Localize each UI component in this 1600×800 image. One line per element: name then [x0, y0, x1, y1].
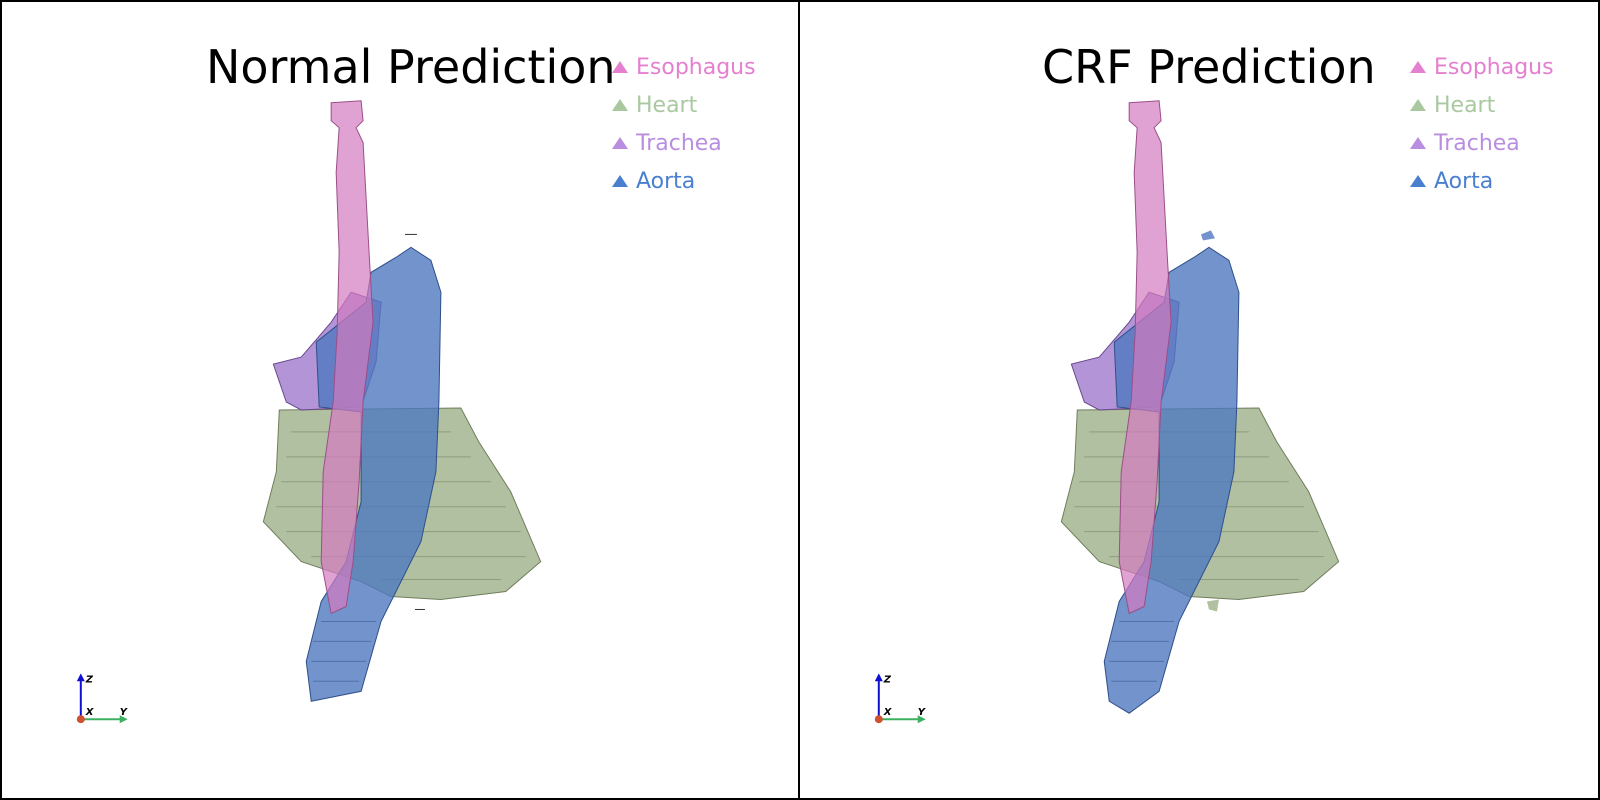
legend: Esophagus Heart Trachea Aorta — [1410, 48, 1554, 200]
triangle-icon — [1410, 61, 1426, 73]
legend-item-heart: Heart — [1410, 86, 1554, 124]
legend-item-heart: Heart — [612, 86, 756, 124]
artifact-mark — [1206, 599, 1219, 612]
legend-label: Aorta — [1434, 168, 1494, 194]
axis-label-x: X — [883, 707, 893, 718]
triangle-icon — [1410, 137, 1426, 149]
render-scene-normal[interactable]: Z X Y — [2, 2, 798, 798]
legend: Esophagus Heart Trachea Aorta — [612, 48, 756, 200]
panel-title: CRF Prediction — [1042, 40, 1376, 94]
legend-label: Esophagus — [1434, 54, 1554, 80]
panel-normal-prediction[interactable]: Z X Y Normal Prediction Esophagus Heart … — [0, 0, 800, 800]
legend-item-esophagus: Esophagus — [1410, 48, 1554, 86]
panel-crf-prediction[interactable]: Z X Y CRF Prediction Esophagus Heart Tra… — [800, 0, 1600, 800]
artifact-mark — [1200, 230, 1215, 241]
triangle-icon — [612, 99, 628, 111]
legend-label: Heart — [1434, 92, 1496, 118]
legend-label: Aorta — [636, 168, 696, 194]
triangle-icon — [612, 61, 628, 73]
axis-label-y: Y — [120, 707, 129, 718]
orientation-axes: Z X Y — [874, 673, 927, 724]
panel-title: Normal Prediction — [206, 40, 616, 94]
legend-item-aorta: Aorta — [1410, 162, 1554, 200]
legend-item-aorta: Aorta — [612, 162, 756, 200]
axis-label-z: Z — [85, 674, 94, 685]
aorta-texture — [311, 620, 377, 682]
legend-label: Trachea — [1434, 130, 1520, 156]
render-scene-crf[interactable]: Z X Y — [800, 2, 1598, 798]
triangle-icon — [612, 137, 628, 149]
esophagus-mesh — [320, 100, 374, 615]
axis-label-x: X — [85, 707, 95, 718]
legend-label: Trachea — [636, 130, 722, 156]
esophagus-mesh — [1118, 100, 1172, 615]
aorta-texture — [1109, 620, 1175, 682]
legend-item-trachea: Trachea — [612, 124, 756, 162]
triangle-icon — [1410, 175, 1426, 187]
axis-label-z: Z — [883, 674, 892, 685]
orientation-axes: Z X Y — [76, 673, 129, 724]
legend-item-trachea: Trachea — [1410, 124, 1554, 162]
legend-label: Esophagus — [636, 54, 756, 80]
legend-label: Heart — [636, 92, 698, 118]
legend-item-esophagus: Esophagus — [612, 48, 756, 86]
triangle-icon — [612, 175, 628, 187]
axis-label-y: Y — [918, 707, 927, 718]
triangle-icon — [1410, 99, 1426, 111]
